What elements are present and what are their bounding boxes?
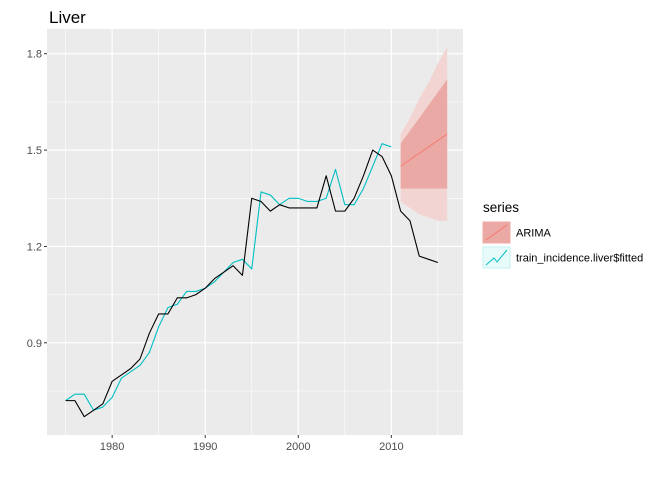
- arima-interval-80: [400, 79, 448, 189]
- x-axis: 1980 1990 2000 2010: [100, 435, 404, 453]
- legend-label-fitted: train_incidence.liver$fitted: [516, 253, 643, 265]
- chart-title: Liver: [49, 8, 86, 27]
- legend-key-arima-line: [485, 224, 508, 241]
- y-axis: 0.9 1.2 1.5 1.8: [27, 49, 47, 350]
- series-lines: [65, 133, 448, 418]
- y-tick-label: 1.8: [27, 49, 42, 61]
- x-tick-label: 2010: [379, 441, 403, 453]
- x-tick-label: 1990: [193, 441, 217, 453]
- legend-title: series: [483, 200, 519, 215]
- legend-item-arima: ARIMA: [482, 221, 552, 244]
- fitted-line: [65, 143, 392, 411]
- legend: series ARIMA train_incidence.liver$fitte…: [482, 200, 643, 269]
- arima-forecast-line: [400, 133, 448, 167]
- y-tick-label: 0.9: [27, 338, 42, 350]
- y-tick-label: 1.5: [27, 145, 42, 157]
- x-tick-label: 2000: [286, 441, 310, 453]
- plot-panel: [47, 29, 463, 435]
- legend-item-fitted: train_incidence.liver$fitted: [482, 246, 643, 269]
- actual-line: [65, 149, 439, 418]
- x-tick-label: 1980: [100, 441, 124, 453]
- grid-major: [47, 29, 463, 435]
- legend-key-fitted-line: [485, 249, 508, 266]
- legend-label-arima: ARIMA: [516, 228, 552, 240]
- arima-band-80: [400, 79, 448, 189]
- y-tick-label: 1.2: [27, 241, 42, 253]
- legend-key-fitted: [482, 246, 511, 269]
